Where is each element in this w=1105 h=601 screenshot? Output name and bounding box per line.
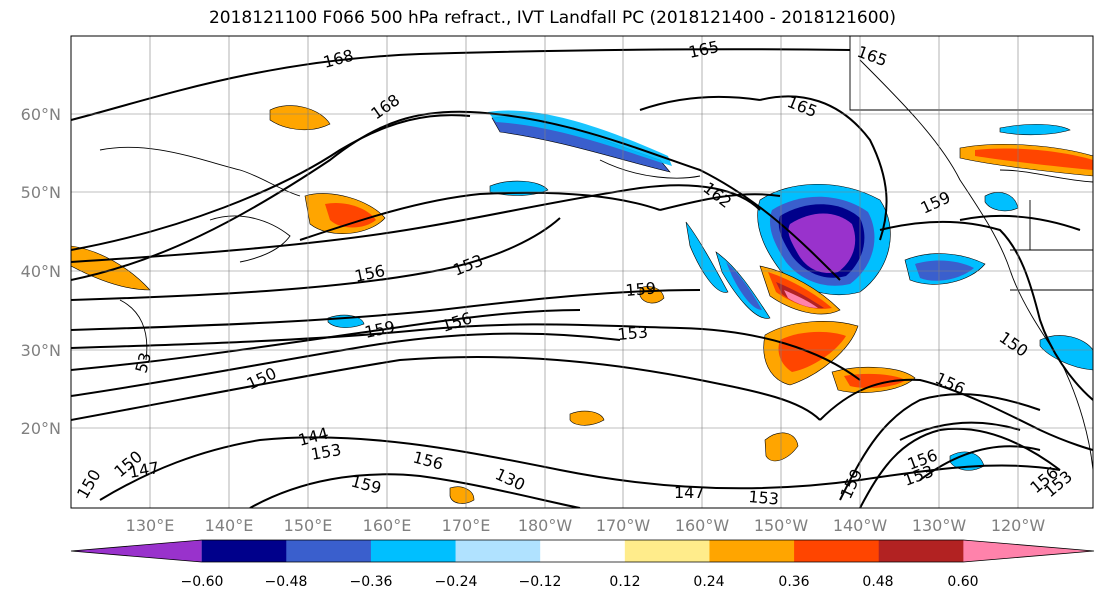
colorbar-tick-label: −0.60	[181, 574, 224, 590]
lat-tick: 50°N	[21, 183, 61, 202]
colorbar-segment	[370, 540, 457, 562]
contour-label: 147	[674, 483, 705, 502]
colorbar-tick-label: 0.36	[778, 574, 809, 590]
colorbar-tick-label: −0.24	[435, 574, 478, 590]
coastlines	[99, 36, 1093, 471]
colorbar-segment	[455, 540, 541, 562]
contour-label: 53	[132, 350, 156, 375]
lat-tick: 30°N	[21, 341, 61, 360]
latitude-ticks: 60°N 50°N 40°N 30°N 20°N	[21, 105, 61, 438]
colorbar-tick-label: 0.12	[609, 574, 640, 590]
colorbar-labels: −0.60 −0.48 −0.36 −0.24 −0.12 0.12 0.24 …	[181, 574, 979, 590]
lon-tick: 160°E	[363, 516, 412, 535]
lon-tick: 120°W	[991, 516, 1046, 535]
colorbar-tick-label: −0.12	[519, 574, 562, 590]
lon-tick: 170°W	[596, 516, 651, 535]
lon-tick: 160°W	[675, 516, 730, 535]
lon-tick: 180°W	[518, 516, 573, 535]
colorbar-segment	[878, 540, 964, 562]
map-frame	[70, 35, 1094, 509]
colorbar-segment	[286, 540, 372, 562]
lon-tick: 150°E	[284, 516, 333, 535]
colorbar-outline	[70, 539, 1095, 563]
lon-tick: 140°E	[205, 516, 254, 535]
shaded-fields	[71, 105, 1093, 504]
lat-tick: 40°N	[21, 262, 61, 281]
graticule	[71, 36, 1093, 508]
colorbar-arrow-low	[71, 540, 202, 562]
colorbar-segment	[709, 540, 795, 562]
contour-label: 159	[625, 278, 657, 300]
contour-label: 153	[617, 322, 649, 344]
colorbar	[70, 539, 1095, 563]
colorbar-segment	[624, 540, 710, 562]
lon-tick: 170°E	[442, 516, 491, 535]
height-contours	[71, 48, 1093, 508]
colorbar-tick-label: 0.60	[947, 574, 978, 590]
colorbar-segment	[201, 540, 287, 562]
longitude-ticks: 130°E 140°E 150°E 160°E 170°E 180°W 170°…	[126, 516, 1046, 535]
lon-tick: 130°W	[912, 516, 967, 535]
lat-tick: 20°N	[21, 419, 61, 438]
lon-tick: 130°E	[126, 516, 175, 535]
colorbar-segment	[540, 540, 626, 562]
map-title: 2018121100 F066 500 hPa refract., IVT La…	[208, 8, 896, 28]
colorbar-tick-label: 0.48	[862, 574, 893, 590]
lon-tick: 140°W	[833, 516, 888, 535]
contour-label: 153	[748, 487, 780, 509]
colorbar-segment	[794, 540, 880, 562]
lat-tick: 60°N	[21, 105, 61, 124]
colorbar-arrow-high	[963, 540, 1094, 562]
colorbar-tick-label: 0.24	[693, 574, 724, 590]
colorbar-tick-label: −0.48	[265, 574, 308, 590]
lon-tick: 150°W	[754, 516, 809, 535]
colorbar-tick-label: −0.36	[350, 574, 393, 590]
